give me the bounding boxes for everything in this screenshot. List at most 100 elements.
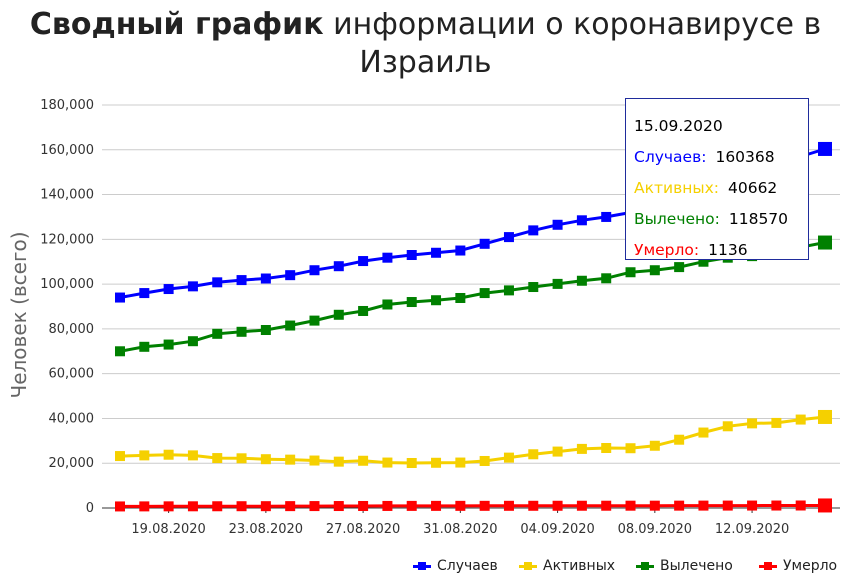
data-point[interactable] bbox=[601, 442, 612, 453]
data-point[interactable] bbox=[212, 328, 223, 339]
data-point[interactable] bbox=[698, 256, 709, 267]
data-point[interactable] bbox=[625, 443, 636, 454]
data-point[interactable] bbox=[818, 235, 832, 250]
data-point[interactable] bbox=[115, 501, 125, 512]
legend-item[interactable]: Умерло bbox=[759, 558, 837, 574]
data-point[interactable] bbox=[625, 500, 636, 511]
data-point[interactable] bbox=[382, 252, 393, 263]
data-point[interactable] bbox=[698, 427, 709, 438]
data-point[interactable] bbox=[285, 454, 296, 465]
legend-item[interactable]: Случаев bbox=[413, 558, 498, 574]
data-point[interactable] bbox=[236, 501, 247, 512]
data-point[interactable] bbox=[455, 500, 466, 511]
data-point[interactable] bbox=[139, 341, 150, 352]
data-point[interactable] bbox=[818, 498, 832, 513]
data-point[interactable] bbox=[479, 455, 490, 466]
data-point[interactable] bbox=[115, 346, 125, 357]
data-point[interactable] bbox=[795, 414, 806, 425]
data-point[interactable] bbox=[528, 500, 539, 511]
data-point[interactable] bbox=[187, 450, 198, 461]
data-point[interactable] bbox=[528, 449, 539, 460]
data-point[interactable] bbox=[115, 292, 125, 303]
data-point[interactable] bbox=[528, 225, 539, 236]
data-point[interactable] bbox=[747, 418, 758, 429]
data-point[interactable] bbox=[528, 282, 539, 293]
data-point[interactable] bbox=[406, 297, 417, 308]
data-point[interactable] bbox=[576, 443, 587, 454]
data-point[interactable] bbox=[382, 457, 393, 468]
legend-item[interactable]: Вылечено bbox=[636, 558, 733, 574]
data-point[interactable] bbox=[212, 501, 223, 512]
data-point[interactable] bbox=[552, 278, 563, 289]
data-point[interactable] bbox=[187, 501, 198, 512]
data-point[interactable] bbox=[139, 450, 150, 461]
data-point[interactable] bbox=[212, 277, 223, 288]
data-point[interactable] bbox=[722, 421, 733, 432]
data-point[interactable] bbox=[382, 500, 393, 511]
data-point[interactable] bbox=[431, 295, 442, 306]
data-point[interactable] bbox=[649, 265, 660, 276]
data-point[interactable] bbox=[236, 275, 247, 286]
data-point[interactable] bbox=[406, 250, 417, 261]
data-point[interactable] bbox=[431, 247, 442, 258]
data-point[interactable] bbox=[163, 284, 174, 295]
data-point[interactable] bbox=[625, 267, 636, 278]
data-point[interactable] bbox=[187, 336, 198, 347]
data-point[interactable] bbox=[309, 501, 320, 512]
data-point[interactable] bbox=[818, 409, 832, 424]
data-point[interactable] bbox=[795, 500, 806, 511]
data-point[interactable] bbox=[455, 245, 466, 256]
data-point[interactable] bbox=[333, 309, 344, 320]
data-point[interactable] bbox=[674, 500, 685, 511]
data-point[interactable] bbox=[139, 288, 150, 299]
data-point[interactable] bbox=[455, 457, 466, 468]
data-point[interactable] bbox=[503, 285, 514, 296]
data-point[interactable] bbox=[674, 262, 685, 273]
data-point[interactable] bbox=[285, 320, 296, 331]
data-point[interactable] bbox=[139, 501, 150, 512]
data-point[interactable] bbox=[285, 270, 296, 281]
data-point[interactable] bbox=[771, 500, 782, 511]
data-point[interactable] bbox=[236, 453, 247, 464]
legend-item[interactable]: Активных bbox=[519, 558, 615, 574]
data-point[interactable] bbox=[163, 339, 174, 350]
data-point[interactable] bbox=[358, 455, 369, 466]
data-point[interactable] bbox=[260, 273, 271, 284]
data-point[interactable] bbox=[552, 500, 563, 511]
data-point[interactable] bbox=[187, 281, 198, 292]
data-point[interactable] bbox=[382, 299, 393, 310]
data-point[interactable] bbox=[552, 446, 563, 457]
data-point[interactable] bbox=[358, 256, 369, 267]
data-point[interactable] bbox=[406, 457, 417, 468]
data-point[interactable] bbox=[309, 265, 320, 276]
data-point[interactable] bbox=[649, 500, 660, 511]
data-point[interactable] bbox=[479, 288, 490, 299]
data-point[interactable] bbox=[260, 325, 271, 336]
data-point[interactable] bbox=[576, 215, 587, 226]
data-point[interactable] bbox=[698, 500, 709, 511]
data-point[interactable] bbox=[406, 500, 417, 511]
data-point[interactable] bbox=[333, 456, 344, 467]
data-point[interactable] bbox=[212, 453, 223, 464]
data-point[interactable] bbox=[358, 500, 369, 511]
data-point[interactable] bbox=[115, 451, 125, 462]
data-point[interactable] bbox=[479, 500, 490, 511]
data-point[interactable] bbox=[552, 219, 563, 230]
data-point[interactable] bbox=[236, 326, 247, 337]
data-point[interactable] bbox=[309, 455, 320, 466]
data-point[interactable] bbox=[479, 238, 490, 249]
data-point[interactable] bbox=[431, 500, 442, 511]
data-point[interactable] bbox=[722, 500, 733, 511]
data-point[interactable] bbox=[771, 417, 782, 428]
data-point[interactable] bbox=[649, 440, 660, 451]
data-point[interactable] bbox=[818, 141, 832, 156]
data-point[interactable] bbox=[503, 500, 514, 511]
data-point[interactable] bbox=[601, 211, 612, 222]
data-point[interactable] bbox=[163, 501, 174, 512]
data-point[interactable] bbox=[163, 449, 174, 460]
data-point[interactable] bbox=[601, 500, 612, 511]
data-point[interactable] bbox=[260, 454, 271, 465]
data-point[interactable] bbox=[503, 452, 514, 463]
data-point[interactable] bbox=[503, 232, 514, 243]
